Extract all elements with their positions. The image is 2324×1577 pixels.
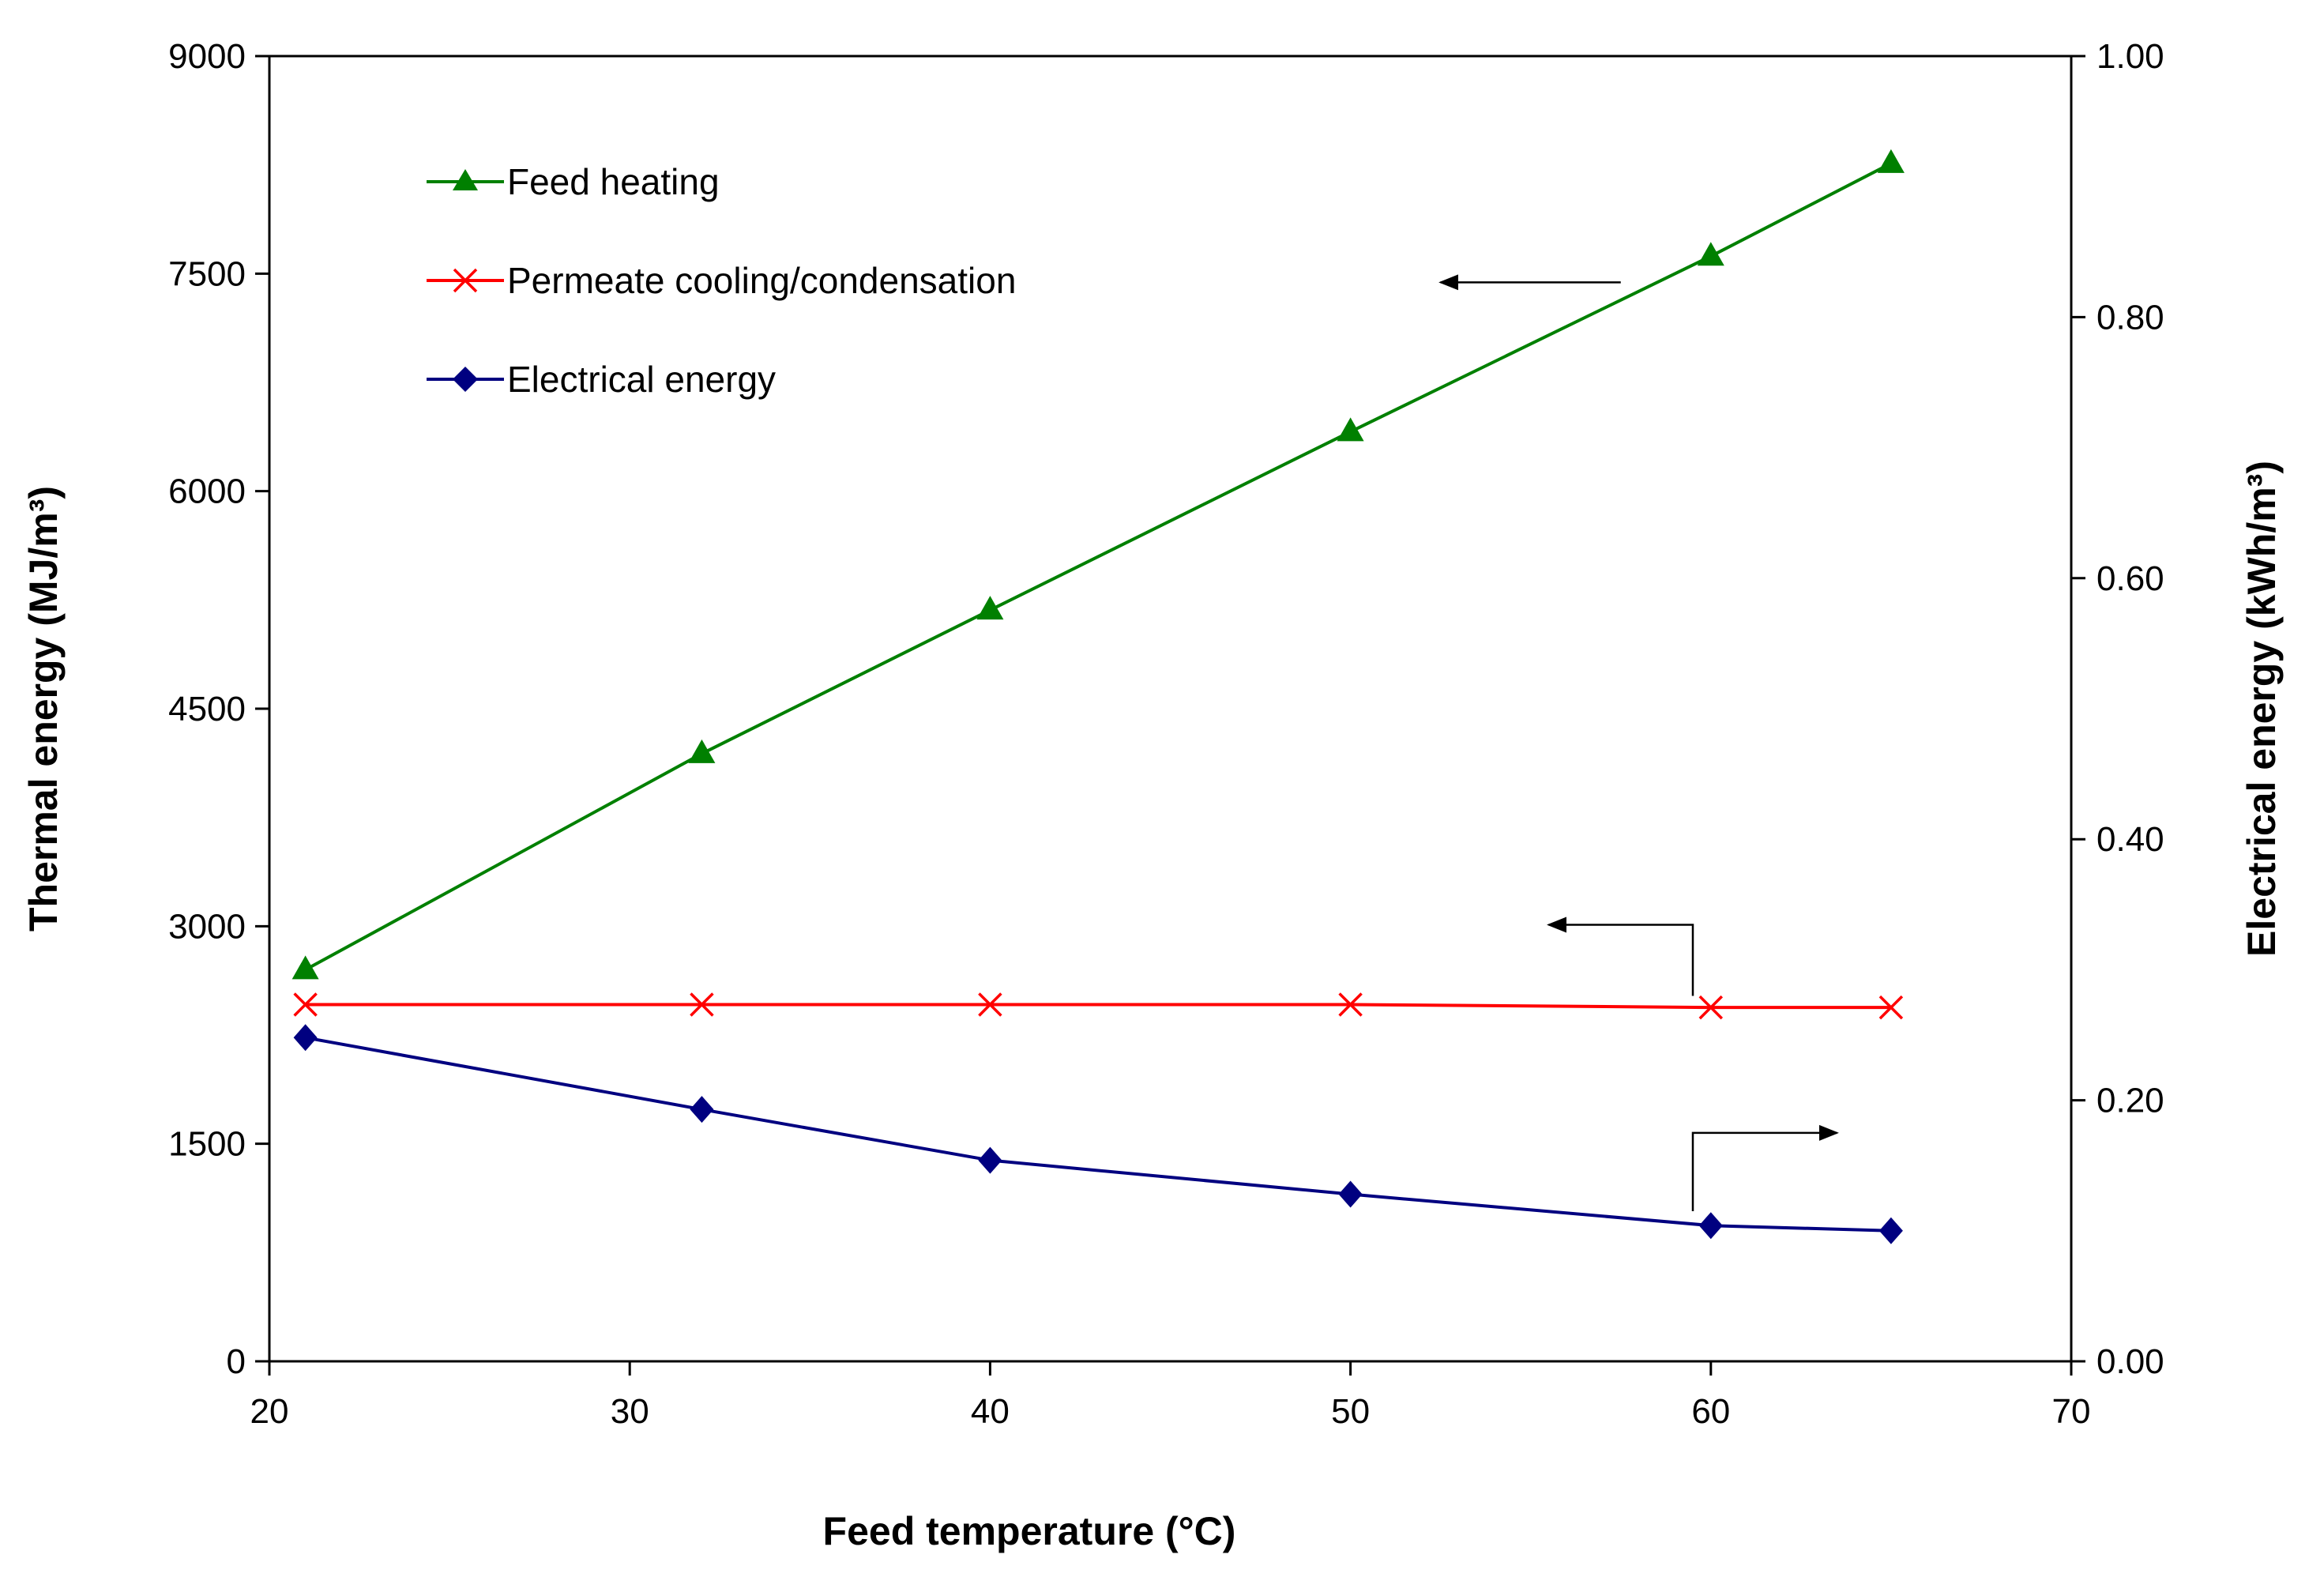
left-y-tick-label: 0 bbox=[227, 1342, 246, 1381]
data-point-electrical-energy bbox=[1878, 1217, 1903, 1244]
data-point-permeate-cooling-condensation bbox=[1698, 995, 1724, 1020]
left-y-tick-label: 7500 bbox=[168, 254, 246, 293]
data-point-electrical-energy bbox=[978, 1146, 1002, 1174]
series-line-permeate-cooling-condensation bbox=[305, 1003, 1891, 1010]
legend: Feed heating Permeate cooling/condensati… bbox=[427, 161, 1016, 400]
x-tick-label: 70 bbox=[2052, 1392, 2091, 1431]
x-axis-title: Feed temperature (°C) bbox=[823, 1509, 1236, 1553]
x-tick-label: 50 bbox=[1331, 1392, 1370, 1431]
legend-label-electrical-energy: Electrical energy bbox=[507, 359, 776, 400]
data-point-permeate-cooling-condensation bbox=[1338, 992, 1363, 1017]
legend-label-feed-heating: Feed heating bbox=[507, 161, 720, 202]
permeate-left-axis-arrow bbox=[1547, 916, 1694, 996]
legend-marker-permeate-cooling bbox=[453, 268, 478, 293]
annotation-arrows bbox=[1438, 274, 1839, 1212]
data-point-feed-heating bbox=[1337, 417, 1364, 442]
data-point-permeate-cooling-condensation bbox=[978, 992, 1002, 1017]
data-point-feed-heating bbox=[1697, 242, 1724, 266]
left-y-tick-label: 9000 bbox=[168, 37, 246, 76]
series-line-electrical-energy bbox=[305, 1036, 1891, 1233]
left-y-tick-label: 1500 bbox=[168, 1125, 246, 1164]
data-point-feed-heating bbox=[1877, 149, 1905, 173]
data-point-permeate-cooling-condensation bbox=[690, 992, 714, 1017]
legend-item-permeate-cooling: Permeate cooling/condensation bbox=[427, 260, 1016, 301]
x-tick-label: 40 bbox=[971, 1392, 1010, 1431]
right-y-tick-label: 0.80 bbox=[2096, 298, 2164, 337]
data-point-feed-heating bbox=[976, 596, 1004, 620]
right-y-tick-label: 0.60 bbox=[2096, 559, 2164, 598]
data-point-electrical-energy bbox=[1338, 1180, 1363, 1208]
data-point-electrical-energy bbox=[1698, 1212, 1723, 1240]
right-y-tick-label: 0.00 bbox=[2096, 1342, 2164, 1381]
legend-item-electrical-energy: Electrical energy bbox=[427, 359, 776, 400]
right-y-tick-label: 0.40 bbox=[2096, 820, 2164, 859]
left-y-tick-label: 6000 bbox=[168, 472, 246, 511]
data-point-electrical-energy bbox=[690, 1096, 714, 1123]
data-point-electrical-energy bbox=[293, 1024, 318, 1052]
left-y-axis-ticks: 0 1500 3000 4500 6000 7500 9000 bbox=[168, 37, 269, 1381]
data-point-feed-heating bbox=[688, 739, 716, 763]
data-point-permeate-cooling-condensation bbox=[293, 992, 318, 1017]
data-point-feed-heating bbox=[291, 955, 319, 980]
legend-marker-feed-heating bbox=[453, 169, 478, 190]
x-tick-label: 20 bbox=[250, 1392, 289, 1431]
legend-marker-electrical-energy bbox=[453, 367, 478, 392]
series-layer bbox=[291, 149, 1905, 1244]
right-y-tick-label: 0.20 bbox=[2096, 1082, 2164, 1120]
left-y-tick-label: 4500 bbox=[168, 690, 246, 728]
electrical-right-axis-arrow bbox=[1691, 1124, 1839, 1212]
x-axis-ticks: 20 30 40 50 60 70 bbox=[250, 1361, 2091, 1431]
data-point-permeate-cooling-condensation bbox=[1878, 995, 1904, 1020]
legend-item-feed-heating: Feed heating bbox=[427, 161, 720, 202]
plot-frame bbox=[268, 55, 2073, 1363]
legend-label-permeate-cooling: Permeate cooling/condensation bbox=[507, 260, 1016, 301]
right-y-tick-label: 1.00 bbox=[2096, 37, 2164, 76]
right-y-axis-title: Electrical energy (kWh/m³) bbox=[2239, 461, 2284, 957]
series-line-feed-heating bbox=[304, 162, 1892, 972]
left-y-tick-label: 3000 bbox=[168, 907, 246, 946]
x-tick-label: 60 bbox=[1691, 1392, 1730, 1431]
x-tick-label: 30 bbox=[611, 1392, 649, 1431]
left-y-axis-title: Thermal energy (MJ/m³) bbox=[21, 486, 66, 932]
right-y-axis-ticks: 0.00 0.20 0.40 0.60 0.80 1.00 bbox=[2071, 37, 2164, 1381]
